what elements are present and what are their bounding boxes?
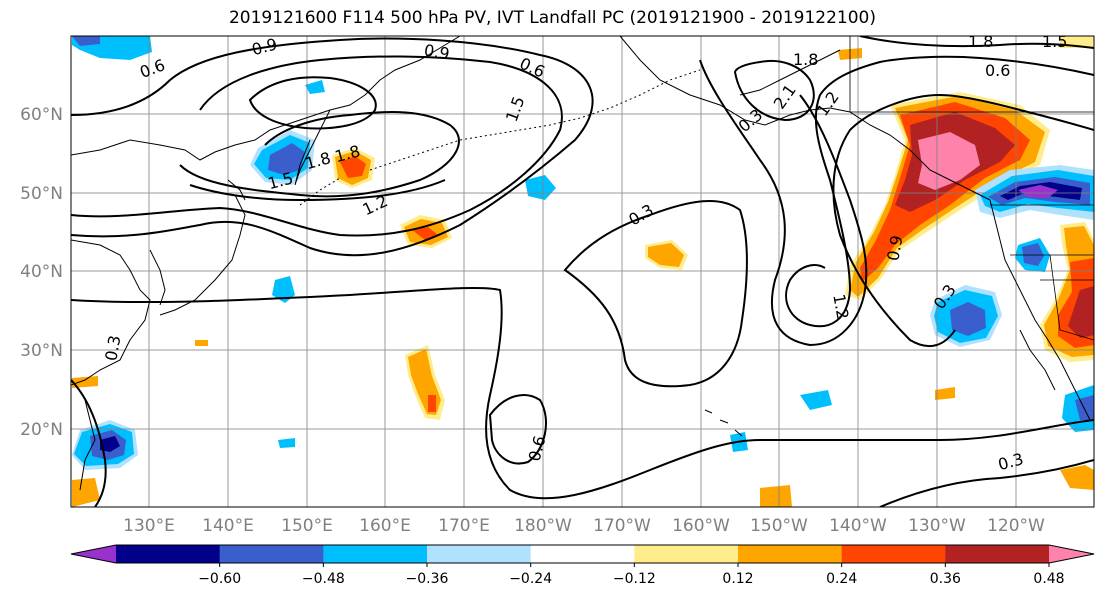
lat-ticks: 60°N 50°N 40°N 30°N 20°N — [20, 105, 63, 440]
lon-tick-label: 140°W — [829, 516, 887, 536]
lon-tick-label: 130°E — [123, 516, 175, 536]
map-title: 2019121600 F114 500 hPa PV, IVT Landfall… — [228, 8, 876, 28]
contour-label: 0.9 — [883, 234, 906, 262]
lon-ticks: 130°E 140°E 150°E 160°E 170°E 180°W 170°… — [123, 516, 1045, 536]
lon-tick-label: 150°W — [750, 516, 808, 536]
colorbar-outline — [70, 544, 1095, 564]
lon-tick-label: 150°E — [281, 516, 333, 536]
pv-contours — [71, 36, 1094, 507]
colorbar-label: 0.12 — [722, 571, 753, 587]
colorbar-label: −0.24 — [509, 571, 552, 587]
lat-tick-label: 40°N — [20, 262, 63, 282]
colorbar-segment — [323, 545, 428, 563]
colorbar: −0.60 −0.48 −0.36 −0.24 −0.12 0.12 0.24 0.36 0.4… — [70, 544, 1095, 587]
lat-tick-label: 20°N — [20, 420, 63, 440]
contour-label: 1.5 — [1042, 32, 1067, 51]
colorbar-label: 0.36 — [930, 571, 961, 587]
contour-label: 0.9 — [423, 40, 451, 63]
lon-tick-label: 160°E — [359, 516, 411, 536]
lon-tick-label: 170°W — [593, 516, 651, 536]
colorbar-label: 0.48 — [1033, 571, 1064, 587]
contour-label: 0.9 — [250, 34, 280, 59]
colorbar-segment — [634, 545, 739, 563]
colorbar-segment — [738, 545, 843, 563]
lon-tick-label: 170°E — [438, 516, 490, 536]
colorbar-extend-low — [71, 545, 116, 563]
colorbar-label: −0.12 — [613, 571, 656, 587]
colorbar-label: 0.24 — [826, 571, 857, 587]
lon-tick-label: 140°E — [202, 516, 254, 536]
colorbar-extend-high — [1049, 545, 1094, 563]
lat-tick-label: 30°N — [20, 341, 63, 361]
colorbar-segment — [219, 545, 324, 563]
lon-tick-label: 160°W — [672, 516, 730, 536]
map-border — [70, 35, 1095, 508]
contour-label: 0.3 — [101, 334, 124, 362]
colorbar-segment — [116, 545, 221, 563]
colorbar-segment — [841, 545, 946, 563]
lon-tick-label: 120°W — [987, 516, 1045, 536]
contour-label: 1.2 — [829, 293, 852, 321]
coastlines — [71, 36, 1094, 491]
colorbar-segment — [945, 545, 1050, 563]
contour-label: 1.8 — [968, 32, 993, 51]
colorbar-label: −0.48 — [302, 571, 345, 587]
contour-label: 0.6 — [985, 61, 1010, 80]
lat-tick-label: 50°N — [20, 184, 63, 204]
lon-tick-label: 130°W — [908, 516, 966, 536]
colorbar-segment — [427, 545, 532, 563]
lon-tick-label: 180°W — [514, 516, 572, 536]
colorbar-label: −0.36 — [406, 571, 449, 587]
colorbar-label: −0.60 — [198, 571, 241, 587]
contour-label: 1.8 — [793, 50, 818, 69]
colorbar-segment — [530, 545, 635, 563]
lat-tick-label: 60°N — [20, 105, 63, 125]
